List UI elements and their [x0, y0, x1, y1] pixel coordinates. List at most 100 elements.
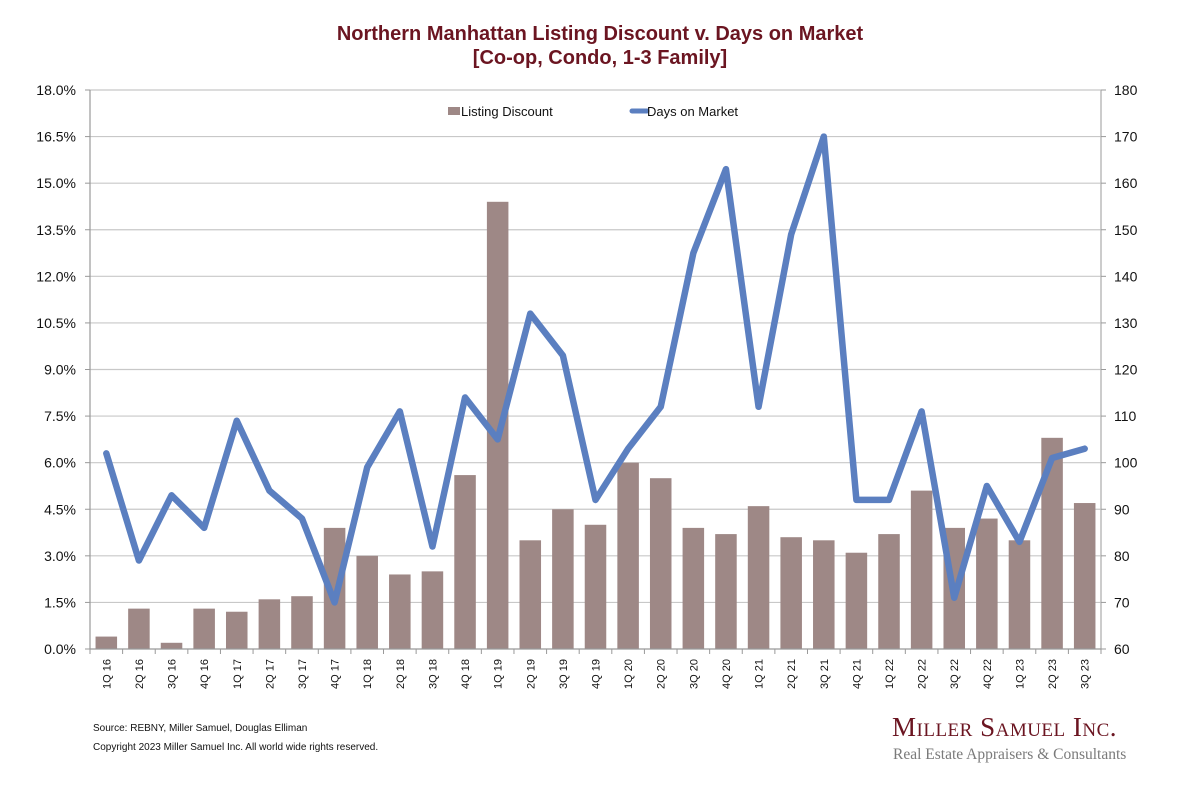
right-tick-label: 80	[1114, 548, 1130, 564]
left-tick-label: 18.0%	[36, 82, 76, 98]
bar-3q-17	[291, 596, 313, 649]
gridlines	[90, 89, 1101, 604]
left-tick-label: 10.5%	[36, 315, 76, 331]
x-tick-label: 3Q 20	[688, 659, 700, 689]
right-tick-label: 60	[1114, 641, 1130, 657]
copyright-note: Copyright 2023 Miller Samuel Inc. All wo…	[93, 742, 379, 753]
bar-4q-17	[323, 527, 346, 649]
x-tick-label: 1Q 20	[623, 659, 635, 689]
x-tick-label: 3Q 18	[427, 659, 439, 689]
chart-title: Northern Manhattan Listing Discount v. D…	[336, 23, 864, 45]
bar-2q-18	[389, 574, 411, 649]
bar-1q-21	[747, 506, 770, 649]
right-axis-ticks: 60 70 80 90 100 110 120 130 140 150 160 170 180	[1101, 82, 1138, 657]
x-tick-label: 3Q 16	[167, 659, 179, 689]
x-tick-label: 2Q 20	[656, 659, 668, 689]
line-series-days-on-market	[103, 133, 1088, 606]
bar-3q-23	[1073, 503, 1096, 649]
x-tick-label: 4Q 22	[982, 659, 994, 689]
x-tick-label: 3Q 17	[297, 659, 309, 689]
right-tick-label: 70	[1114, 594, 1130, 610]
left-tick-label: 13.5%	[36, 222, 76, 238]
legend-label-listing-discount: Listing Discount	[461, 104, 553, 119]
left-tick-label: 16.5%	[36, 129, 76, 145]
x-tick-label: 1Q 19	[493, 659, 505, 689]
x-tick-label: 2Q 16	[134, 659, 146, 689]
left-tick-label: 12.0%	[36, 268, 76, 284]
x-tick-label: 4Q 21	[851, 659, 863, 689]
x-tick-label: 2Q 21	[786, 659, 798, 689]
left-tick-label: 0.0%	[44, 641, 76, 657]
bar-2q-17	[258, 599, 281, 649]
right-tick-label: 170	[1114, 129, 1138, 145]
left-tick-label: 9.0%	[44, 362, 76, 378]
x-tick-label: 1Q 17	[232, 659, 244, 689]
right-tick-label: 90	[1114, 501, 1130, 517]
x-tick-label: 4Q 16	[199, 659, 211, 689]
bar-4q-19	[584, 524, 607, 649]
bar-3q-20	[682, 527, 705, 649]
bar-3q-19	[552, 509, 574, 649]
x-tick-label: 2Q 17	[264, 659, 276, 689]
x-tick-label: 4Q 20	[721, 659, 733, 689]
bar-4q-18	[454, 475, 476, 649]
bar-1q-16	[95, 636, 118, 649]
legend-label-days-on-market: Days on Market	[647, 104, 738, 119]
bar-3q-18	[421, 571, 444, 649]
x-tick-label: 3Q 22	[949, 659, 961, 689]
x-tick-label: 3Q 23	[1080, 659, 1092, 689]
bar-2q-20	[649, 478, 672, 649]
x-tick-label: 1Q 21	[754, 659, 766, 689]
x-tick-label: 4Q 18	[460, 659, 472, 689]
x-tick-label: 1Q 23	[1014, 659, 1026, 689]
x-tick-label: 3Q 21	[819, 659, 831, 689]
left-axis-ticks: 0.0% 1.5% 3.0% 4.5% 6.0% 7.5% 9.0% 10.5% 12.0% 13…	[36, 82, 90, 657]
bar-1q-19	[486, 201, 509, 650]
x-tick-label: 2Q 22	[917, 659, 929, 689]
left-tick-label: 15.0%	[36, 175, 76, 191]
brand-logo-name: Miller Samuel Inc.	[892, 712, 1118, 742]
right-tick-label: 120	[1114, 362, 1138, 378]
left-tick-label: 1.5%	[44, 594, 76, 610]
legend: Listing Discount Days on Market	[448, 104, 738, 119]
bar-2q-21	[780, 537, 802, 649]
bar-2q-23	[1041, 437, 1063, 649]
right-tick-label: 180	[1114, 82, 1138, 98]
bar-1q-23	[1008, 540, 1031, 649]
bar-series-listing-discount	[95, 201, 1096, 650]
x-tick-label: 1Q 22	[884, 659, 896, 689]
chart-title-block: Northern Manhattan Listing Discount v. D…	[0, 22, 1200, 70]
bar-4q-16	[193, 608, 215, 649]
x-tick-label: 4Q 19	[591, 659, 603, 689]
legend-swatch-listing-discount	[448, 107, 460, 115]
right-tick-label: 140	[1114, 268, 1138, 284]
left-tick-label: 7.5%	[44, 408, 76, 424]
bar-4q-22	[976, 518, 998, 649]
bar-1q-18	[356, 555, 378, 649]
chart-subtitle: [Co-op, Condo, 1-3 Family]	[472, 47, 728, 69]
bar-2q-19	[519, 540, 542, 649]
right-tick-label: 130	[1114, 315, 1138, 331]
bar-2q-16	[128, 608, 150, 649]
brand-tagline: Real Estate Appraisers & Consultants	[893, 746, 1127, 763]
bar-1q-17	[225, 611, 248, 649]
right-tick-label: 100	[1114, 455, 1138, 471]
x-tick-label: 2Q 23	[1047, 659, 1059, 689]
x-tick-label: 3Q 19	[558, 659, 570, 689]
bar-1q-20	[617, 462, 639, 649]
bar-1q-22	[878, 534, 900, 649]
bar-4q-20	[715, 534, 737, 649]
right-tick-label: 110	[1114, 408, 1137, 424]
x-tick-label: 1Q 18	[362, 659, 374, 689]
left-tick-label: 3.0%	[44, 548, 76, 564]
right-tick-label: 150	[1114, 222, 1138, 238]
x-tick-label: 1Q 16	[101, 659, 113, 689]
x-axis-ticks: 1Q 16 2Q 16 3Q 16 4Q 16 1Q 17 2Q 17 3Q 17 4Q 17…	[89, 649, 1102, 689]
left-tick-label: 6.0%	[44, 455, 76, 471]
x-tick-label: 4Q 17	[330, 659, 342, 689]
right-tick-label: 160	[1114, 175, 1138, 191]
bar-2q-22	[910, 490, 933, 649]
bar-3q-16	[160, 642, 183, 649]
bar-3q-21	[813, 540, 835, 649]
